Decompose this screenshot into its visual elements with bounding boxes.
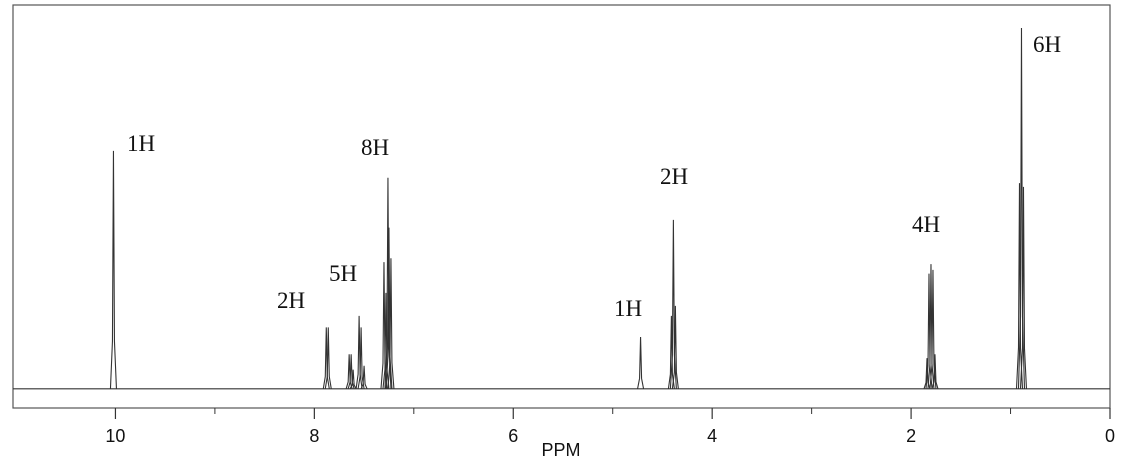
plot-frame	[12, 4, 1111, 409]
peak	[1017, 28, 1026, 389]
peak	[927, 264, 935, 389]
integration-label: 5H	[329, 261, 357, 286]
peak	[355, 315, 363, 389]
integration-label: 1H	[614, 296, 642, 321]
x-tick-label: 0	[1105, 426, 1115, 446]
peak	[109, 150, 118, 389]
peak	[345, 354, 353, 389]
x-tick-label: 8	[309, 426, 319, 446]
peak	[349, 369, 357, 390]
peak	[324, 327, 332, 389]
x-tick-label: 6	[508, 426, 518, 446]
x-tick-label: 2	[906, 426, 916, 446]
peak	[387, 258, 395, 389]
x-axis-label: PPM	[541, 440, 580, 460]
integration-label: 6H	[1033, 32, 1061, 57]
peak	[1019, 186, 1028, 389]
peak	[382, 292, 390, 389]
peak	[360, 365, 368, 390]
integration-label: 2H	[660, 164, 688, 189]
peak	[347, 354, 355, 389]
x-tick-label: 10	[105, 426, 125, 446]
peak	[1015, 183, 1024, 389]
peak	[385, 227, 393, 389]
peak	[322, 327, 330, 389]
peak	[931, 354, 939, 389]
integration-label: 2H	[277, 288, 305, 313]
integration-label: 1H	[127, 131, 155, 156]
peak	[637, 336, 645, 389]
peak	[925, 273, 933, 389]
x-tick-label: 4	[707, 426, 717, 446]
integration-label: 4H	[912, 212, 940, 237]
integration-label: 8H	[361, 135, 389, 160]
peak	[669, 219, 677, 389]
peak	[671, 305, 679, 389]
